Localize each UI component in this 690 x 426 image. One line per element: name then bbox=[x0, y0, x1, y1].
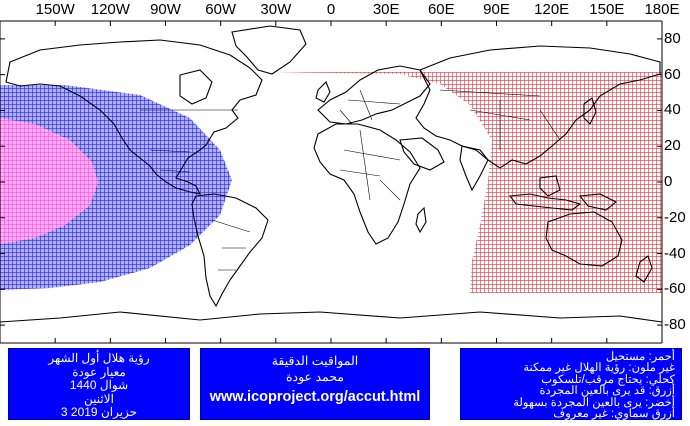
title-line-4: الاثنين bbox=[84, 391, 114, 406]
title-line-3: شوال 1440 bbox=[69, 378, 129, 392]
antarctica-outline bbox=[0, 311, 662, 323]
africa-outline bbox=[313, 123, 421, 245]
longitude-label: 60W bbox=[205, 1, 237, 18]
title-line-1: رؤية هلال أول الشهر bbox=[48, 351, 150, 365]
hudson-bay-outline bbox=[179, 69, 213, 105]
latitude-label: -60 bbox=[664, 280, 686, 298]
north-america-outline bbox=[5, 39, 263, 195]
asia-outline bbox=[415, 45, 661, 169]
country-borders bbox=[140, 89, 561, 271]
legend-sky-blue: أزرق سماوي: غير معروف bbox=[553, 408, 675, 421]
longitude-label: 30E bbox=[372, 1, 400, 18]
latitude-label: -40 bbox=[664, 244, 686, 262]
axis-ticks bbox=[0, 21, 663, 343]
longitude-label: 150E bbox=[589, 1, 625, 18]
new-guinea-outline bbox=[578, 193, 618, 211]
indonesia-outline bbox=[508, 193, 582, 211]
region-impossible-red bbox=[277, 72, 662, 293]
longitude-label: 120W bbox=[90, 1, 130, 18]
south-america-outline bbox=[191, 193, 269, 308]
new-zealand-outline bbox=[635, 255, 653, 283]
credit-panel: المواقيت الدقيقة محمد عودة www.icoprojec… bbox=[200, 348, 430, 420]
longitude-label: 0 bbox=[326, 1, 336, 18]
latitude-label: 80 bbox=[664, 29, 681, 47]
borneo-outline bbox=[539, 175, 561, 197]
credit-url-link[interactable]: www.icoproject.org/accut.html bbox=[209, 389, 421, 405]
longitude-label: 30W bbox=[260, 1, 292, 18]
title-panel: رؤية هلال أول الشهر معيار عودة شوال 1440… bbox=[8, 348, 190, 420]
longitude-label: 150W bbox=[35, 1, 75, 18]
japan-outline bbox=[583, 97, 597, 125]
india-outline bbox=[459, 145, 489, 192]
latitude-label: 20 bbox=[664, 137, 681, 155]
latitude-label: -80 bbox=[664, 316, 686, 334]
arabia-outline bbox=[399, 137, 445, 171]
australia-outline bbox=[545, 211, 623, 267]
latitude-label: 40 bbox=[664, 101, 681, 119]
title-line-5: 3 حزيران 2019 bbox=[60, 405, 138, 419]
title-line-2: معيار عودة bbox=[72, 364, 126, 379]
latitude-label: -20 bbox=[664, 208, 686, 226]
latitude-label: 0 bbox=[664, 173, 673, 190]
longitude-label: 60E bbox=[427, 1, 455, 18]
longitude-label: 90E bbox=[483, 1, 510, 18]
legend-navy: كحلي: يحتاج مرقب/تلسكوب bbox=[541, 373, 675, 386]
uk-outline bbox=[315, 81, 331, 103]
legend-red: أحمر: مستحيل bbox=[605, 351, 675, 363]
coastlines bbox=[0, 25, 662, 323]
credit-line-1: المواقيت الدقيقة bbox=[271, 354, 359, 368]
longitude-label: 90W bbox=[150, 1, 181, 18]
madagascar-outline bbox=[415, 206, 427, 234]
greenland-outline bbox=[231, 25, 307, 75]
europe-outline bbox=[317, 65, 431, 125]
legend-panel: أحمر: مستحيل غير ملون: رؤية الهلال غير م… bbox=[460, 348, 682, 420]
credit-author: محمد عودة bbox=[285, 370, 345, 384]
legend-green: أخضر: يرى بالعين المجردة بسهولة bbox=[513, 396, 675, 409]
legend-blue: أزرق: قد يرى بالعين المجردة bbox=[539, 385, 675, 398]
legend-uncolored: غير ملون: رؤية الهلال غير ممكنة bbox=[523, 362, 675, 375]
longitude-label: 120E bbox=[534, 1, 570, 18]
latitude-label: 60 bbox=[664, 65, 681, 83]
longitude-label: 180E bbox=[644, 1, 680, 18]
region-naked-eye-pink bbox=[0, 118, 98, 244]
